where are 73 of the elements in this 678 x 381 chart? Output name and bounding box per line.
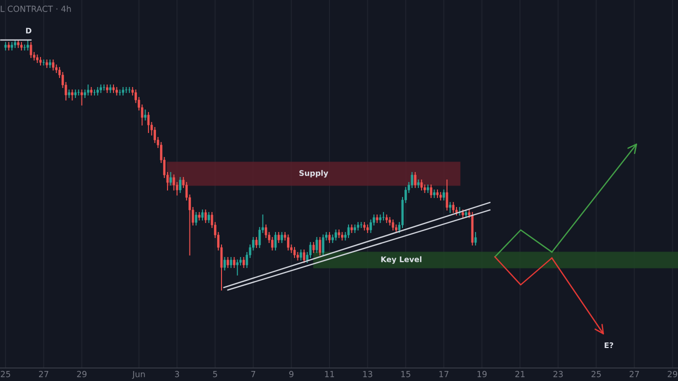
candlestick: [280, 232, 283, 243]
x-tick-label: 27: [630, 370, 639, 378]
x-tick-label: 19: [478, 370, 487, 378]
candlestick: [208, 212, 210, 223]
candlestick: [125, 87, 128, 93]
candlestick: [242, 257, 245, 268]
candlestick: [52, 60, 54, 70]
candlestick: [442, 190, 445, 200]
candlestick: [414, 172, 416, 188]
candlestick: [233, 257, 236, 268]
candlestick: [170, 172, 172, 186]
candlestick: [316, 237, 318, 253]
x-tick-label: 25: [592, 370, 601, 378]
candlestick: [446, 180, 448, 210]
candlestick: [293, 247, 296, 258]
candlestick: [194, 212, 198, 226]
x-tick-label: 11: [325, 371, 334, 378]
candlestick: [347, 224, 350, 238]
candlestick: [201, 210, 204, 220]
candlestick: [86, 84, 90, 96]
candlestick: [226, 257, 230, 268]
x-tick-label: 29: [668, 370, 678, 378]
x-tick-label: 7: [251, 371, 256, 378]
x-tick-label: 21: [515, 370, 525, 378]
candlestick: [224, 257, 226, 270]
candlestick: [147, 112, 150, 133]
candlestick: [26, 40, 29, 50]
candlestick: [328, 232, 331, 243]
candlestick: [322, 234, 324, 256]
candlestick: [420, 180, 423, 190]
x-tick-label: 17: [439, 371, 448, 378]
candlestick: [318, 237, 322, 256]
candlestick: [71, 90, 74, 100]
candlestick: [230, 257, 232, 268]
candlestick: [274, 232, 277, 250]
candlestick: [30, 42, 32, 58]
chart-title: L CONTRACT · 4h: [0, 6, 71, 12]
candlestick: [334, 230, 337, 240]
candlestick: [360, 222, 362, 228]
x-tick-label: 27: [38, 370, 48, 378]
candlestick: [128, 87, 131, 93]
x-tick-label: Jun: [132, 371, 145, 379]
candlestick: [77, 90, 80, 96]
candlestick: [300, 250, 302, 260]
x-tick-label: 9: [289, 370, 294, 378]
candlestick: [302, 250, 306, 263]
candlestick: [448, 202, 452, 213]
x-tick-label: 13: [363, 370, 372, 378]
candlestick: [179, 177, 182, 193]
candlestick: [236, 260, 239, 276]
candlestick: [452, 202, 454, 213]
candlestick: [278, 232, 280, 243]
candlestick: [312, 242, 315, 253]
candlestick: [430, 184, 432, 198]
candlestick: [80, 90, 83, 106]
candlestick: [93, 90, 96, 96]
candlestick: [287, 234, 290, 250]
candlestick: [392, 220, 394, 230]
x-tick-label: 5: [213, 371, 218, 378]
x-tick-label: 29: [77, 370, 86, 378]
x-tick-label: 23: [553, 370, 563, 378]
x-tick-label: 3: [175, 370, 180, 378]
candlestick: [23, 44, 26, 50]
candlestick: [118, 90, 122, 96]
candlestick: [42, 60, 45, 66]
candlestick: [255, 237, 258, 248]
x-tick-label: 25: [0, 370, 10, 378]
candlestick: [102, 84, 106, 90]
candlestick: [382, 212, 385, 220]
candlestick: [474, 232, 477, 246]
candlestick: [144, 110, 146, 120]
candlestick: [204, 210, 207, 223]
x-tick-label: 15: [401, 371, 410, 378]
